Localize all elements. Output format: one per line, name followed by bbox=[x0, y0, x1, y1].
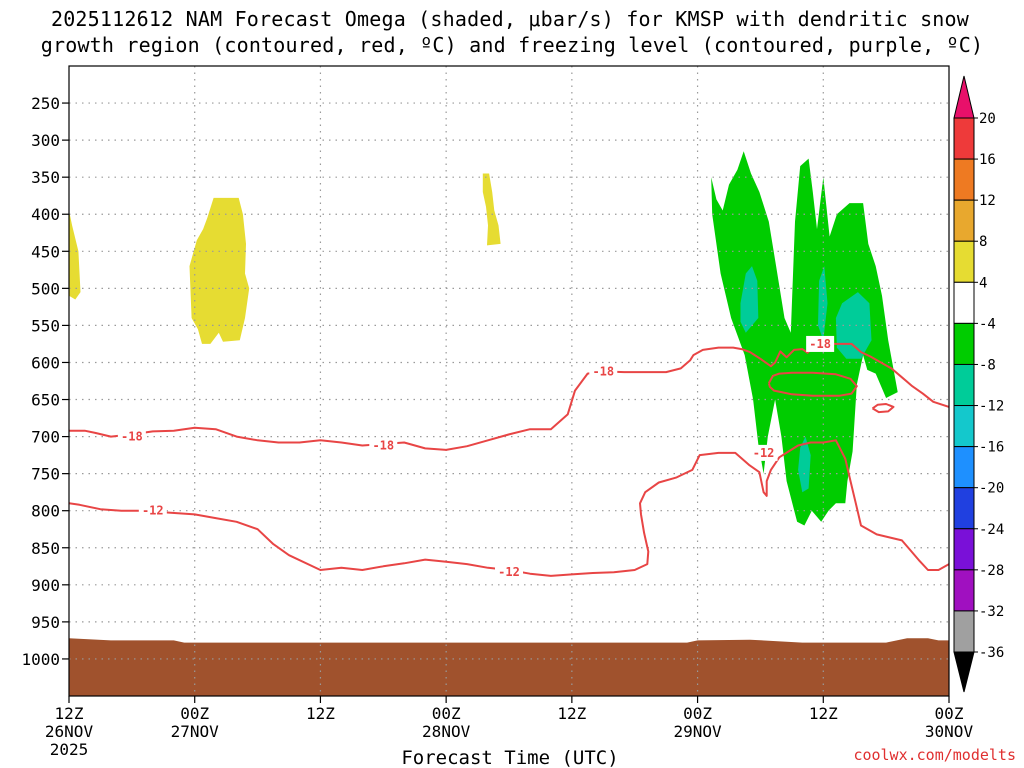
colorbar-bin-1 bbox=[953, 117, 975, 160]
y-tick-label-300: 300 bbox=[31, 131, 60, 150]
colorbar-bin-10 bbox=[953, 487, 975, 530]
rising-region-1 bbox=[711, 151, 898, 526]
x-tick-label-2-1: 12Z bbox=[306, 704, 335, 723]
y-tick-label-250: 250 bbox=[31, 94, 60, 113]
x-tick-label-6-1: 12Z bbox=[809, 704, 838, 723]
y-tick-label-350: 350 bbox=[31, 168, 60, 187]
colorbar-label-4: 4 bbox=[979, 275, 987, 291]
contour-minus18-label-2: -18 bbox=[592, 364, 614, 378]
y-tick-label-1000: 1000 bbox=[21, 650, 60, 669]
contour-minus12-label-1: -12 bbox=[498, 565, 520, 579]
contour-minus18 bbox=[69, 342, 949, 451]
x-tick-label-0-3: 2025 bbox=[50, 740, 89, 759]
contour-layer: -18 -18 -18 -18 -12 -12 -12 bbox=[69, 335, 949, 581]
y-tick-label-900: 900 bbox=[31, 576, 60, 595]
x-tick-label-0-2: 26NOV bbox=[45, 722, 94, 741]
x-tick-label-3-1: 00Z bbox=[432, 704, 461, 723]
x-tick-label-7-2: 30NOV bbox=[925, 722, 974, 741]
contour-minus12-label-bg-0 bbox=[138, 502, 167, 519]
contour-minus18-label-bg-3 bbox=[806, 335, 835, 352]
contour-minus18-loop bbox=[767, 371, 858, 397]
y-tick-label-950: 950 bbox=[31, 613, 60, 632]
colorbar-bin-2 bbox=[953, 158, 975, 201]
x-tick-label-7-1: 00Z bbox=[935, 704, 964, 723]
y-tick-label-400: 400 bbox=[31, 205, 60, 224]
chart-title-line2: growth region (contoured, red, ºC) and f… bbox=[41, 33, 984, 57]
y-tick-label-450: 450 bbox=[31, 242, 60, 261]
x-tick-label-5-2: 29NOV bbox=[673, 722, 722, 741]
colorbar-label-0: 20 bbox=[979, 111, 996, 127]
contour-minus12-label-bg-1 bbox=[495, 564, 523, 581]
colorbar-bin-4 bbox=[953, 240, 975, 283]
omega-shading bbox=[69, 151, 898, 526]
colorbar-label-2: 12 bbox=[979, 193, 996, 209]
plot-frame bbox=[68, 65, 950, 697]
colorbar-label-10: -24 bbox=[979, 522, 1004, 538]
colorbar-bin-12 bbox=[953, 569, 975, 612]
y-tick-label-650: 650 bbox=[31, 391, 60, 410]
colorbar-label-8: -16 bbox=[979, 440, 1004, 456]
x-tick-label-1-1: 00Z bbox=[180, 704, 209, 723]
colorbar-bin-13 bbox=[953, 610, 975, 653]
colorbar-label-1: 16 bbox=[979, 152, 996, 168]
colorbar-bin-11 bbox=[953, 528, 975, 571]
y-tick-label-500: 500 bbox=[31, 279, 60, 298]
contour-minus18-label-bg-1 bbox=[369, 437, 398, 454]
contour-minus12-label-0: -12 bbox=[142, 504, 164, 518]
x-tick-label-0-1: 12Z bbox=[55, 704, 84, 723]
x-tick-label-3-2: 28NOV bbox=[422, 722, 471, 741]
contour-minus18-label-bg-2 bbox=[589, 363, 618, 380]
colorbar-top-arrow bbox=[953, 75, 975, 119]
rising-region-4 bbox=[835, 292, 872, 359]
chart-title-line1: 2025112612 NAM Forecast Omega (shaded, μ… bbox=[51, 7, 970, 31]
colorbar-bin-3 bbox=[953, 199, 975, 242]
contour-minus18-label-0: -18 bbox=[121, 430, 143, 444]
colorbar-bin-5 bbox=[953, 281, 975, 324]
contour-minus18-small-loop bbox=[871, 403, 895, 414]
colorbar-label-12: -32 bbox=[979, 604, 1004, 620]
contour-minus12-label-bg-2 bbox=[749, 444, 778, 461]
colorbar-label-5: -4 bbox=[979, 316, 996, 332]
colorbar-label-9: -20 bbox=[979, 481, 1004, 497]
rising-region-5 bbox=[798, 436, 811, 493]
colorbar-bin-6 bbox=[953, 322, 975, 365]
y-axis: 250 300 350 400 450 500 550 600 650 700 750 800 850 9… bbox=[21, 94, 69, 669]
colorbar-label-3: 8 bbox=[979, 234, 987, 250]
colorbar: 20 16 12 8 4 -4 -8 -12 -16 -20 -24 -28 -32 -36 bbox=[953, 75, 1004, 693]
contour-minus18-label-3: -18 bbox=[809, 337, 831, 351]
rising-region-2 bbox=[740, 266, 759, 333]
sinking-region-2 bbox=[189, 197, 250, 344]
credit-text: coolwx.com/modelts bbox=[853, 746, 1016, 764]
x-axis-label: Forecast Time (UTC) bbox=[401, 747, 618, 768]
sinking-region-1 bbox=[69, 210, 81, 300]
x-tick-label-5-1: 00Z bbox=[683, 704, 712, 723]
contour-minus18-label-bg-0 bbox=[117, 428, 146, 445]
y-tick-label-850: 850 bbox=[31, 539, 60, 558]
colorbar-bin-7 bbox=[953, 363, 975, 407]
x-tick-label-1-2: 27NOV bbox=[171, 722, 220, 741]
y-tick-label-550: 550 bbox=[31, 316, 60, 335]
contour-minus12 bbox=[69, 439, 949, 577]
y-tick-label-600: 600 bbox=[31, 353, 60, 372]
y-tick-label-700: 700 bbox=[31, 428, 60, 447]
contour-minus12-label-2: -12 bbox=[753, 446, 775, 460]
contour-minus18-label-1: -18 bbox=[372, 438, 394, 452]
colorbar-label-7: -12 bbox=[979, 399, 1004, 415]
colorbar-bin-9 bbox=[953, 446, 975, 489]
y-tick-label-750: 750 bbox=[31, 465, 60, 484]
colorbar-bottom-arrow bbox=[953, 651, 975, 693]
x-tick-label-4-1: 12Z bbox=[557, 704, 586, 723]
terrain bbox=[69, 638, 949, 696]
terrain-layer bbox=[69, 638, 949, 696]
colorbar-label-6: -8 bbox=[979, 357, 996, 373]
colorbar-bin-8 bbox=[953, 405, 975, 448]
sinking-region-3 bbox=[482, 173, 501, 246]
y-tick-label-800: 800 bbox=[31, 502, 60, 521]
rising-region-3 bbox=[818, 266, 828, 341]
colorbar-label-13: -36 bbox=[979, 645, 1004, 661]
colorbar-label-11: -28 bbox=[979, 563, 1004, 579]
